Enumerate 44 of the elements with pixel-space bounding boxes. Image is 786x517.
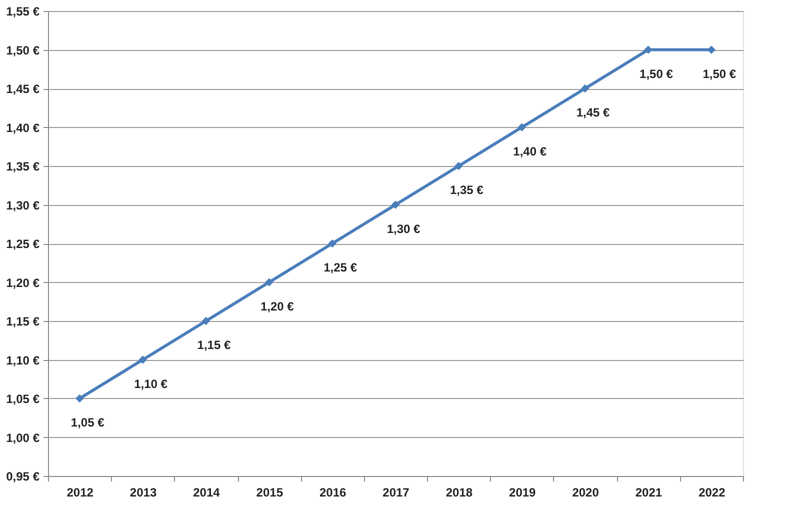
y-tick-label: 1,20 € [6, 276, 40, 290]
data-label: 1,45 € [576, 106, 610, 120]
y-tick-label: 1,00 € [6, 430, 40, 445]
y-tick-label: 1,15 € [6, 314, 40, 328]
y-tick-label: 1,40 € [6, 120, 40, 135]
data-label: 1,30 € [386, 222, 420, 236]
point [391, 200, 400, 209]
data-label: 1,10 € [134, 376, 168, 391]
x-tick-label: 2021 [635, 486, 662, 500]
x-tick-label: 2018 [446, 486, 473, 500]
x-tick-label: 2015 [256, 486, 284, 500]
y-tick-label: 1,55 € [6, 4, 40, 18]
point [580, 84, 590, 93]
point [75, 394, 84, 403]
point [138, 356, 147, 364]
x-tick-label: 2022 [698, 486, 726, 500]
y-tick-label: 1,45 € [6, 82, 40, 96]
x-tick-label: 2014 [193, 486, 220, 500]
data-label: 1,50 € [640, 66, 674, 81]
x-tick-label: 2013 [130, 486, 157, 500]
y-tick-label: 1,25 € [6, 237, 40, 251]
y-tick-label: 1,30 € [6, 198, 40, 212]
data-label: 1,05 € [70, 416, 105, 430]
y-tick-label: 1,05 € [6, 392, 40, 406]
point [454, 162, 463, 170]
x-tick-label: 2012 [66, 486, 94, 500]
x-tick-label: 2017 [382, 486, 410, 500]
data-label: 1,50 € [702, 66, 736, 81]
y-tick-label: 0,95 € [6, 470, 40, 484]
point [328, 239, 336, 248]
data-label: 1,40 € [513, 144, 547, 158]
x-tick-label: 2019 [509, 486, 536, 500]
data-label: 1,15 € [197, 338, 231, 352]
point [518, 123, 526, 132]
y-tick-label: 1,35 € [6, 160, 40, 174]
y-tick-label: 1,50 € [6, 43, 40, 58]
x-tick-label: 2020 [572, 486, 600, 500]
x-tick-label: 2016 [319, 486, 346, 500]
data-label: 1,25 € [324, 260, 358, 274]
y-tick-label: 1,10 € [6, 353, 40, 368]
data-label: 1,35 € [450, 183, 484, 197]
point [264, 278, 274, 286]
point [202, 316, 210, 326]
data-label: 1,20 € [260, 299, 294, 314]
